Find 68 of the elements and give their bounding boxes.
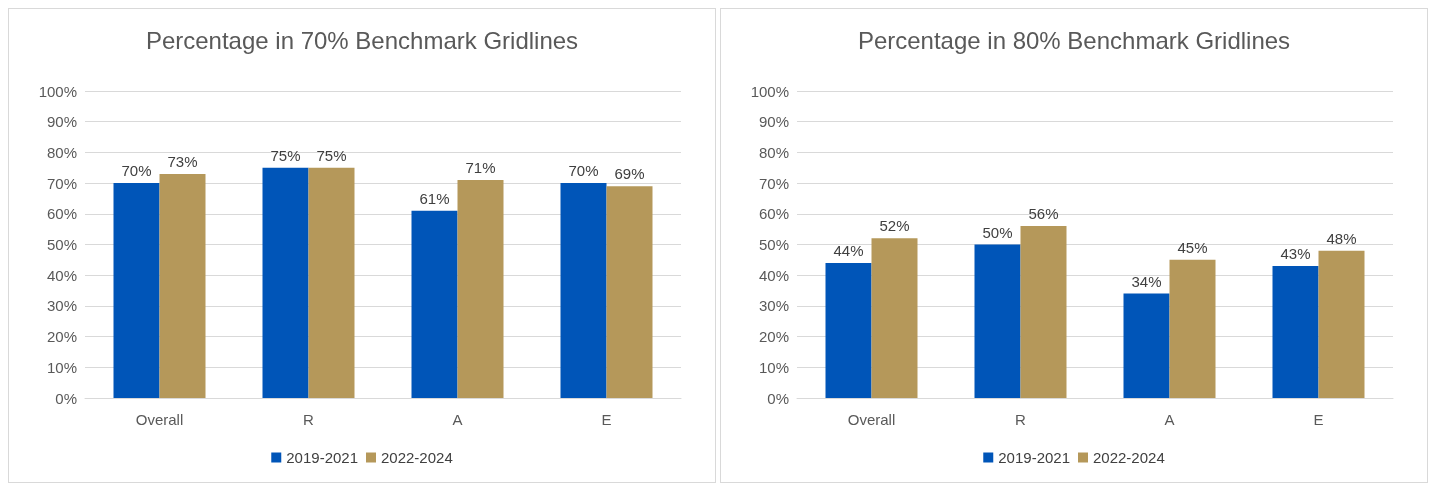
bar xyxy=(308,167,355,398)
data-label: 48% xyxy=(1326,229,1357,247)
y-tick-label: 80% xyxy=(46,143,77,161)
data-label: 43% xyxy=(1280,244,1311,262)
bar xyxy=(1169,259,1216,398)
data-label: 61% xyxy=(419,189,450,207)
x-tick-label: E xyxy=(601,411,612,428)
y-tick-label: 30% xyxy=(46,297,77,315)
bar xyxy=(411,210,458,398)
y-tick-label: 90% xyxy=(46,113,77,131)
data-label: 45% xyxy=(1177,238,1208,256)
y-tick-label: 100% xyxy=(750,82,789,100)
bar xyxy=(1020,226,1067,398)
y-tick-label: 50% xyxy=(46,236,77,253)
legend-label: 2019-2021 xyxy=(998,449,1070,466)
y-tick-label: 70% xyxy=(758,174,789,192)
data-label: 50% xyxy=(982,223,1013,241)
bar xyxy=(1272,265,1319,398)
y-tick-label: 10% xyxy=(758,358,789,376)
bar xyxy=(974,244,1021,398)
data-label: 71% xyxy=(465,159,496,177)
x-tick-label: R xyxy=(1015,411,1027,428)
data-label: 56% xyxy=(1028,205,1059,223)
chart-title: Percentage in 80% Benchmark Gridlines xyxy=(857,26,1291,54)
x-tick-label: Overall xyxy=(135,411,184,428)
bar xyxy=(113,183,160,398)
x-tick-label: A xyxy=(1164,411,1175,428)
y-tick-label: 20% xyxy=(46,328,77,346)
data-label: 69% xyxy=(614,165,645,183)
bar xyxy=(1123,293,1170,398)
data-label: 75% xyxy=(270,146,301,164)
data-label: 44% xyxy=(833,241,864,259)
bar xyxy=(159,173,206,398)
data-label: 73% xyxy=(167,152,198,170)
bar xyxy=(606,186,653,398)
y-tick-label: 20% xyxy=(758,328,789,346)
legend-label: 2022-2024 xyxy=(381,449,453,466)
data-label: 34% xyxy=(1131,272,1162,290)
y-tick-label: 0% xyxy=(55,389,77,407)
y-tick-label: 10% xyxy=(46,358,77,376)
chart-title: Percentage in 70% Benchmark Gridlines xyxy=(145,26,579,54)
y-tick-label: 80% xyxy=(758,143,789,161)
data-label: 70% xyxy=(568,162,599,180)
bar xyxy=(825,262,872,398)
y-tick-label: 30% xyxy=(758,297,789,315)
bar xyxy=(560,183,607,398)
y-tick-label: 90% xyxy=(758,113,789,131)
y-tick-label: 40% xyxy=(46,266,77,284)
x-tick-label: A xyxy=(452,411,463,428)
y-tick-label: 40% xyxy=(758,266,789,284)
legend-label: 2022-2024 xyxy=(1093,449,1165,466)
x-tick-label: E xyxy=(1313,411,1324,428)
y-tick-label: 60% xyxy=(46,205,77,223)
y-tick-label: 70% xyxy=(46,174,77,192)
data-label: 70% xyxy=(121,162,152,180)
bar xyxy=(1318,250,1365,398)
x-tick-label: Overall xyxy=(847,411,896,428)
y-tick-label: 100% xyxy=(38,82,77,100)
bar xyxy=(457,180,504,398)
data-label: 75% xyxy=(316,146,347,164)
data-label: 52% xyxy=(879,217,910,235)
y-tick-label: 0% xyxy=(767,389,789,407)
bar xyxy=(262,167,309,398)
y-tick-label: 60% xyxy=(758,205,789,223)
x-tick-label: R xyxy=(303,411,315,428)
bar xyxy=(871,238,918,398)
y-tick-label: 50% xyxy=(758,236,789,253)
legend-label: 2019-2021 xyxy=(286,449,358,466)
